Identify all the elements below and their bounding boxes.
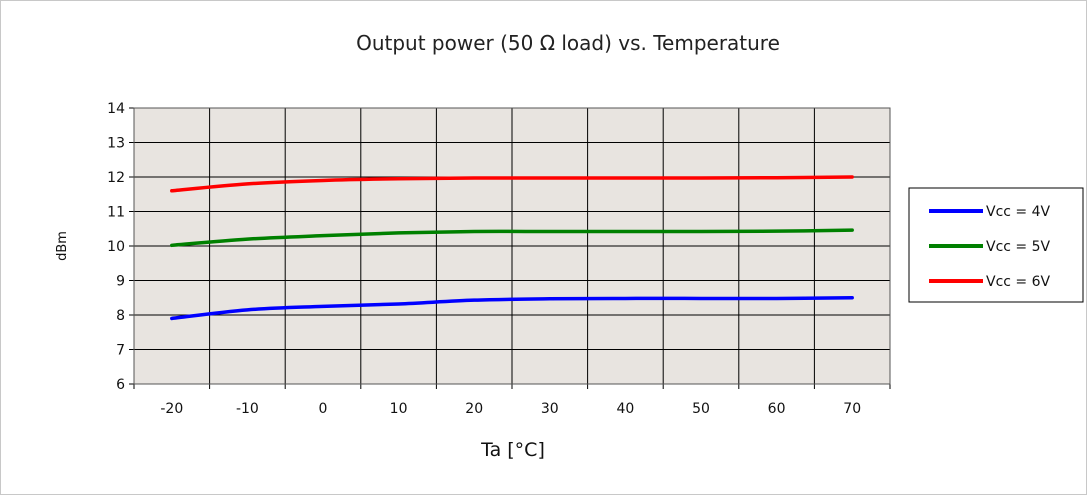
- series-line-1: [170, 296, 854, 321]
- x-tick-label: 10: [390, 401, 408, 417]
- y-tick-label: 9: [116, 274, 125, 290]
- x-tick-label: 50: [692, 401, 710, 417]
- y-tick-label: 12: [107, 170, 125, 186]
- y-tick-label: 6: [116, 377, 125, 393]
- y-tick-label: 10: [107, 239, 125, 255]
- x-axis-label: Ta [°C]: [480, 439, 545, 461]
- x-tick-label: 0: [319, 401, 328, 417]
- plot-border: [133, 107, 891, 385]
- legend-label: Vcc = 4V: [986, 204, 1051, 220]
- chart-title: Output power (50 Ω load) vs. Temperature: [356, 31, 780, 55]
- y-tick-label: 13: [107, 136, 125, 152]
- legend-label: Vcc = 5V: [986, 239, 1051, 255]
- x-tick-label: 60: [768, 401, 786, 417]
- plot-area: 6 7 8 9 10 11 12 13 14 -20 -10 0 10 20 30 40 50 60 70: [107, 101, 891, 417]
- legend: Vcc = 4V Vcc = 5V Vcc = 6V: [908, 187, 1084, 303]
- x-tick-label: 70: [843, 401, 861, 417]
- y-tick-label: 8: [116, 308, 125, 324]
- x-tick-label: 30: [541, 401, 559, 417]
- x-tick-label: 20: [465, 401, 483, 417]
- x-tick-label: 40: [616, 401, 634, 417]
- legend-label: Vcc = 6V: [986, 274, 1051, 290]
- y-axis-label: dBm: [55, 231, 70, 261]
- x-tick-label: -10: [236, 401, 259, 417]
- series-line-2: [170, 228, 854, 248]
- y-tick-label: 11: [107, 205, 125, 221]
- series-line-3: [170, 175, 854, 193]
- y-tick-label: 14: [107, 101, 125, 117]
- x-tick-label: -20: [160, 401, 183, 417]
- y-tick-label: 7: [116, 343, 125, 359]
